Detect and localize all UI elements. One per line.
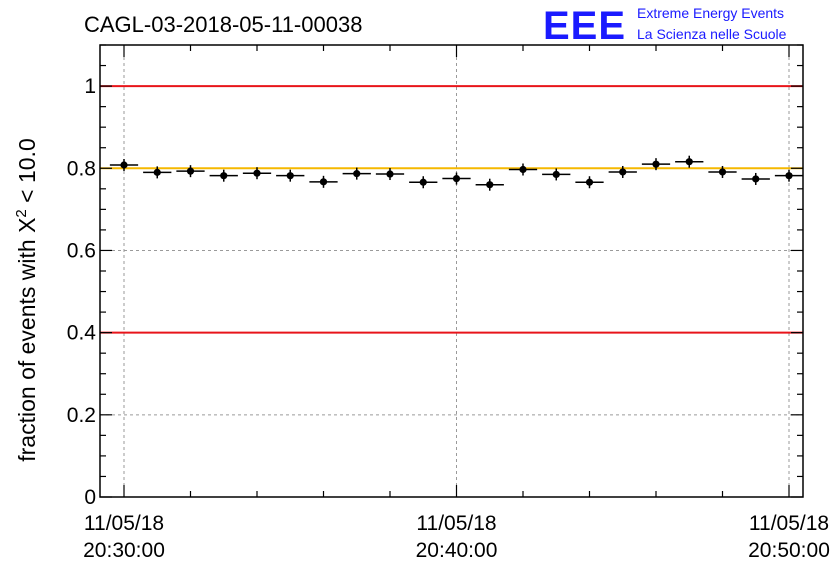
data-point <box>109 158 139 171</box>
data-point <box>143 166 172 179</box>
y-axis-label-suffix: < 10.0 <box>14 138 40 209</box>
data-marker <box>685 158 693 166</box>
data-marker <box>186 167 195 175</box>
data-marker <box>752 175 760 183</box>
axes <box>99 44 804 498</box>
x-tick-label-date: 11/05/18 <box>749 512 829 535</box>
data-marker <box>253 169 261 177</box>
data-point <box>209 169 238 182</box>
data-point <box>342 167 371 180</box>
logo-mark: EEE <box>543 4 626 48</box>
data-point <box>409 176 438 189</box>
data-point <box>176 165 205 178</box>
tick-labels: 0 0.2 0.4 0.6 0.8 1 11/05/18 20:30:00 11/05/18 20… <box>67 75 830 562</box>
x-tick-label-time: 20:30:00 <box>83 539 165 562</box>
data-point <box>508 163 538 176</box>
y-axis-label-symbol: X <box>14 218 40 233</box>
data-points <box>109 155 804 191</box>
y-axis-label: fraction of events with X2 < 10.0 <box>13 138 40 462</box>
data-point <box>542 168 571 181</box>
x-tick-label-date: 11/05/18 <box>416 512 496 535</box>
data-marker <box>153 168 161 176</box>
logo-line-2: La Scienza nelle Scuole <box>637 26 787 42</box>
y-axis-label-superscript: 2 <box>13 209 30 217</box>
y-tick-label: 1 <box>84 75 96 98</box>
logo-line-1: Extreme Energy Events <box>637 5 784 21</box>
data-marker <box>585 178 594 186</box>
y-axis-label-prefix: fraction of events with <box>14 233 40 462</box>
x-tick-label-date: 11/05/18 <box>84 512 164 535</box>
data-marker <box>452 174 461 183</box>
x-tick-label-time: 20:50:00 <box>748 539 830 562</box>
reference-lines <box>100 85 803 334</box>
data-marker <box>652 160 660 168</box>
data-point <box>741 172 770 185</box>
y-tick-label: 0.4 <box>67 322 97 345</box>
data-point <box>708 165 737 178</box>
data-marker <box>419 178 427 186</box>
data-point <box>575 176 604 189</box>
data-marker <box>120 161 128 169</box>
data-marker <box>785 172 793 180</box>
data-point <box>675 155 704 168</box>
data-marker <box>519 165 527 174</box>
data-marker <box>220 172 228 180</box>
grid <box>100 45 803 497</box>
data-point <box>309 175 338 188</box>
data-point <box>641 158 671 171</box>
data-point <box>442 172 471 185</box>
data-point <box>774 169 804 182</box>
data-marker <box>552 170 560 179</box>
data-point <box>242 167 272 180</box>
x-tick-label-time: 20:40:00 <box>416 539 498 562</box>
y-tick-label: 0 <box>84 486 96 509</box>
data-marker <box>286 172 294 180</box>
data-marker <box>486 181 494 189</box>
data-marker <box>353 170 361 178</box>
y-tick-label: 0.2 <box>67 404 96 427</box>
data-point <box>276 169 305 182</box>
data-point <box>608 165 637 178</box>
data-marker <box>386 170 394 178</box>
data-point <box>475 178 504 191</box>
data-marker <box>319 178 328 186</box>
data-marker <box>619 168 627 176</box>
eee-logo: EEE Extreme Energy Events La Scienza nel… <box>543 4 787 48</box>
data-marker <box>718 168 727 176</box>
data-point <box>375 168 405 181</box>
plot-frame <box>99 44 804 498</box>
y-tick-label: 0.8 <box>67 157 96 180</box>
y-tick-label: 0.6 <box>67 239 96 262</box>
chart-title: CAGL-03-2018-05-11-00038 <box>84 12 362 37</box>
